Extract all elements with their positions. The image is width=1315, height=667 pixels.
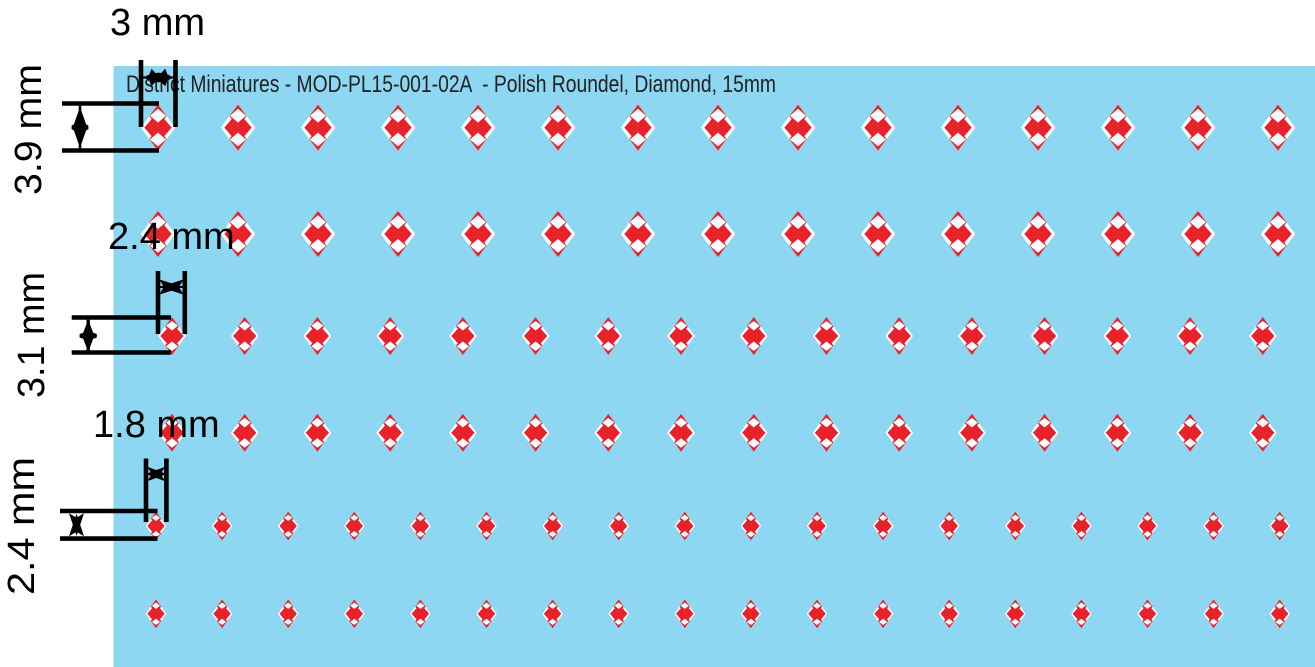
svg-text:3.9 mm: 3.9 mm <box>8 64 50 195</box>
svg-text:2.4 mm: 2.4 mm <box>108 216 235 258</box>
svg-text:3 mm: 3 mm <box>110 2 205 44</box>
svg-text:3.1 mm: 3.1 mm <box>11 272 53 398</box>
svg-text:1.8 mm: 1.8 mm <box>93 404 220 446</box>
svg-text:District Miniatures - MOD-PL15: District Miniatures - MOD-PL15-001-02A -… <box>126 71 776 98</box>
svg-text:2.4 mm: 2.4 mm <box>1 457 43 595</box>
